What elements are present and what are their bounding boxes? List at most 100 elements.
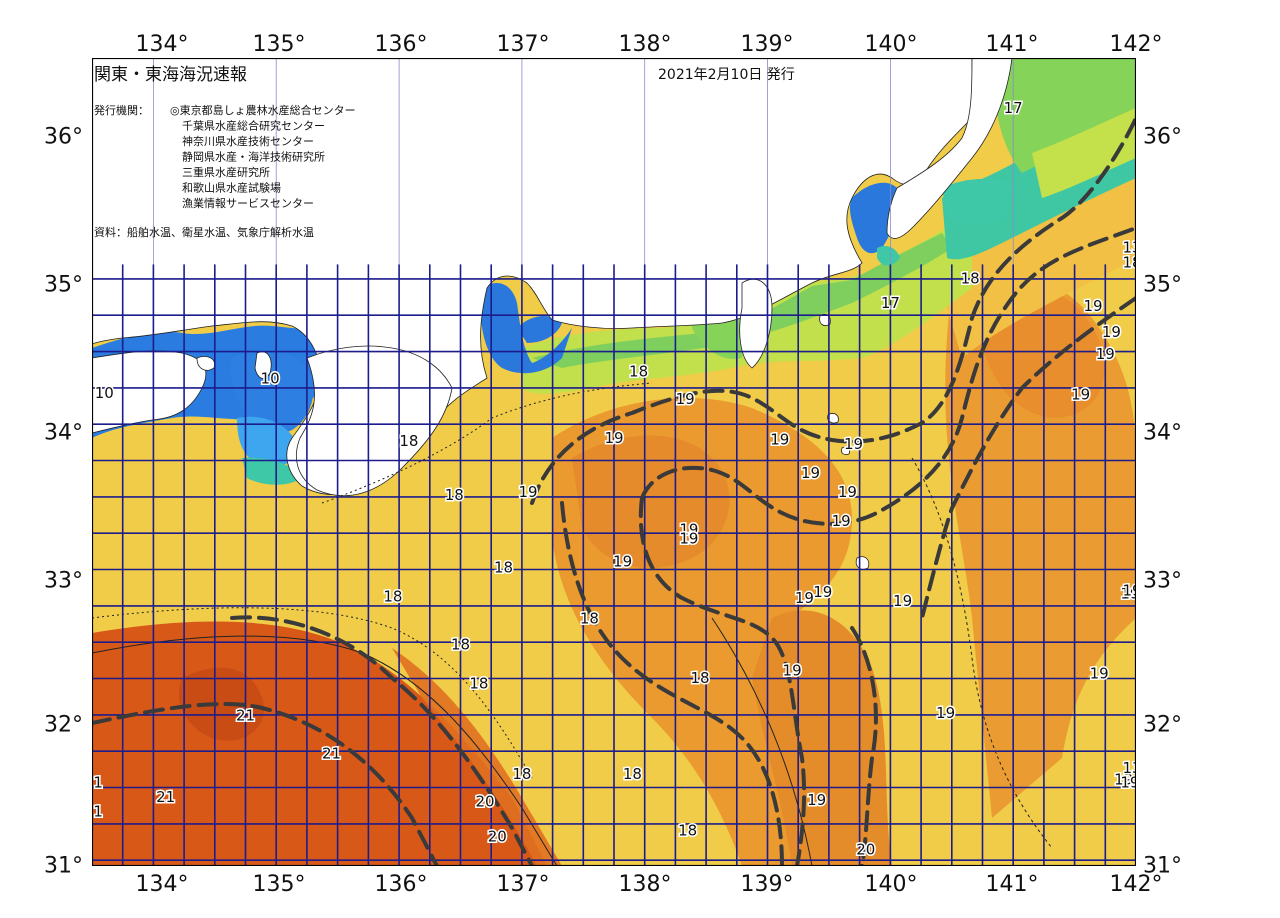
land-mikura	[841, 446, 850, 456]
lat-tick-label-31-left: 31°	[44, 853, 83, 879]
ise-bay-water	[480, 283, 572, 374]
temperature-label: 19	[783, 662, 802, 680]
lon-tick-label-142-bottom: 142°	[1109, 872, 1163, 897]
warm-water-20-band	[392, 648, 562, 866]
lon-tick-label-134-top: 134°	[135, 32, 189, 57]
kii-channel-15-water	[242, 457, 302, 485]
temperature-label: 18	[512, 765, 531, 783]
temperature-label: 20	[475, 792, 494, 810]
temperature-label: 18	[383, 588, 402, 606]
kashima-16-band	[992, 58, 1136, 173]
data-source-note: 資料：船舶水温、衛星水温、気象庁解析水温	[94, 225, 314, 239]
temperature-label: 1	[93, 803, 103, 821]
issuer-line: 和歌山県水産試験場	[182, 181, 281, 195]
issuer-line: 三重県水産研究所	[182, 165, 270, 179]
kuroshio-front-west	[92, 701, 439, 866]
temperature-label: 18	[690, 669, 709, 687]
temperature-label: 20	[856, 840, 875, 858]
temperature-label: 19	[801, 464, 820, 482]
offshore-19-east	[945, 271, 1136, 818]
land-izu-peninsula	[739, 278, 773, 369]
temperature-label: 19	[679, 521, 698, 539]
temperature-label: 18	[445, 486, 464, 504]
issuer-line: 静岡県水産・海洋技術研究所	[182, 150, 325, 164]
issuer-line: 漁業情報サービスセンター	[182, 196, 314, 210]
temperature-label: 18	[399, 432, 418, 450]
temperature-label: 19	[604, 429, 623, 447]
coastal-16-band	[532, 233, 952, 368]
osaka-bay-water	[230, 349, 314, 434]
kii-channel-water	[237, 416, 298, 467]
kuroshio-front-outer	[230, 615, 534, 866]
temperature-label: 19	[679, 529, 698, 547]
lat-tick-label-35-left: 35°	[44, 272, 83, 298]
temperature-label: 10	[261, 370, 280, 388]
temperature-label: 19	[1102, 323, 1121, 341]
kuroshio-front-loop	[560, 501, 784, 866]
lon-tick-label-138-top: 138°	[618, 32, 672, 57]
lon-tick-label-139-top: 139°	[740, 32, 794, 57]
temperature-label: 19	[1096, 345, 1115, 363]
lon-tick-label-135-bottom: 135°	[252, 872, 306, 897]
tokyo-bay-15-water	[877, 246, 900, 266]
kuroshio-front-main	[530, 116, 1136, 505]
temperature-label: 17	[1004, 99, 1023, 117]
kashima-17-band	[1032, 108, 1136, 198]
temperature-label: 13	[1122, 239, 1136, 257]
isotherm-19-west	[92, 607, 533, 779]
lat-tick-label-33-left: 33°	[44, 568, 83, 594]
lon-tick-label-139-bottom: 139°	[740, 872, 794, 897]
map-title: 関東・東海海況速報	[94, 65, 247, 85]
northeast-coastal-15	[942, 178, 1012, 226]
lon-tick-label-140-top: 140°	[864, 32, 918, 57]
temperature-label: 10	[95, 384, 114, 402]
lon-tick-label-141-bottom: 141°	[985, 872, 1039, 897]
lat-tick-label-32-left: 32°	[44, 712, 83, 738]
offshore-front-east	[920, 296, 1136, 620]
temperature-label: 17	[881, 294, 900, 312]
issuers-list: ◎東京都島しょ農林水産総合センター千葉県水産総合研究センター神奈川県水産技術セン…	[170, 103, 356, 210]
lon-tick-label-137-top: 137°	[496, 32, 550, 57]
temperature-label: 19	[1120, 585, 1136, 603]
temperature-label: 19	[807, 791, 826, 809]
lat-tick-label-32-right: 32°	[1143, 712, 1182, 738]
land-hachijo	[855, 556, 870, 570]
current-fronts	[92, 116, 1136, 866]
kuroshio-front-inner	[640, 226, 1136, 526]
temperature-label: 19	[844, 435, 863, 453]
temperature-label: 21	[156, 788, 175, 806]
temperature-label: 18	[494, 558, 513, 576]
issuer-line: ◎東京都島しょ農林水産総合センター	[170, 103, 356, 117]
lon-tick-label-136-bottom: 136°	[374, 872, 428, 897]
temperature-label: 19	[770, 431, 789, 449]
temperature-label: 18	[961, 269, 980, 287]
lat-lon-grid	[92, 58, 1136, 866]
temperature-label: 19	[838, 483, 857, 501]
lat-tick-label-31-right: 31°	[1143, 853, 1182, 879]
temperature-label: 19	[893, 592, 912, 610]
lon-tick-label-135-top: 135°	[252, 32, 306, 57]
temperature-label: 19	[795, 589, 814, 607]
lon-tick-label-142-top: 142°	[1109, 32, 1163, 57]
temperature-label: 18	[623, 765, 642, 783]
mikawa-bay-water	[517, 316, 562, 343]
temperature-label: 19	[936, 704, 955, 722]
land-awaji-island	[254, 351, 272, 379]
lat-tick-label-35-right: 35°	[1143, 272, 1182, 298]
lat-tick-label-34-left: 34°	[44, 420, 83, 446]
isotherm-offshore	[911, 457, 1053, 849]
temperature-label: 18	[629, 362, 648, 380]
temperature-label: 19	[832, 512, 851, 530]
temperature-label: 18	[469, 675, 488, 693]
temperature-label: 21	[322, 745, 341, 763]
lat-tick-label-36-right: 36°	[1143, 124, 1182, 150]
warm-water-22-patch	[178, 667, 264, 741]
temperature-label: 19	[613, 553, 632, 571]
lon-tick-label-140-bottom: 140°	[864, 872, 918, 897]
temperature-label: 20	[488, 827, 507, 845]
land-boso-peninsula	[886, 58, 1013, 239]
lon-tick-label-136-top: 136°	[374, 32, 428, 57]
temperature-label: 19	[813, 583, 832, 601]
